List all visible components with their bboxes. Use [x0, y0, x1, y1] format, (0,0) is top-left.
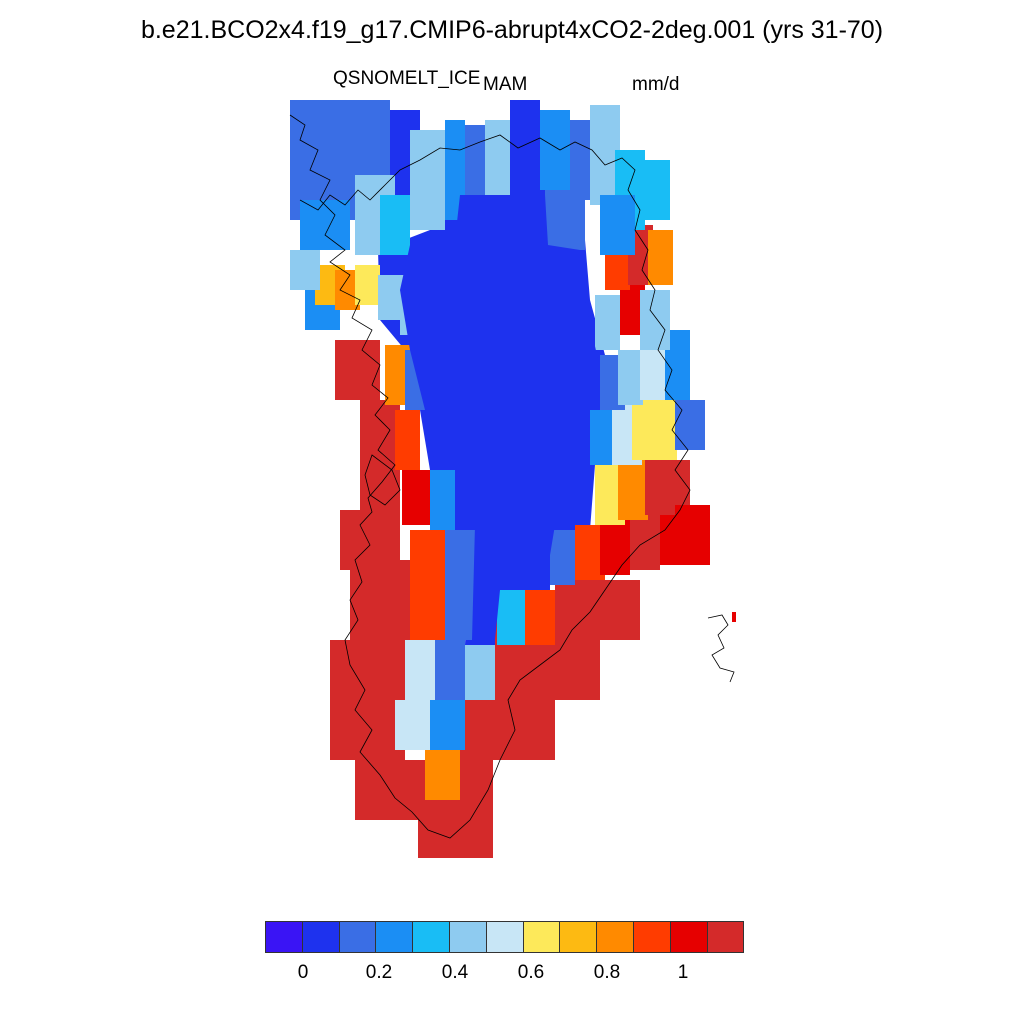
grid-cell	[732, 612, 736, 622]
grid-cell	[600, 195, 635, 255]
colorbar-box	[706, 921, 745, 953]
coastline	[289, 114, 735, 839]
grid-cell	[595, 295, 620, 350]
map-cells	[290, 100, 736, 858]
grid-cell	[545, 190, 585, 250]
grid-cell	[380, 195, 410, 255]
grid-cell	[300, 200, 350, 250]
season-label: MAM	[483, 74, 528, 95]
grid-cell	[497, 590, 525, 645]
grid-cell	[335, 340, 380, 400]
colorbar-box	[559, 921, 598, 953]
colorbar-tick-label: 0.8	[593, 962, 621, 983]
grid-cell	[350, 560, 410, 640]
grid-cell	[430, 470, 455, 530]
grid-cell	[330, 640, 405, 700]
colorbar-box	[632, 921, 671, 953]
grid-cell	[395, 700, 430, 750]
grid-cell	[618, 460, 648, 520]
colorbar-box	[375, 921, 414, 953]
grid-cell	[465, 125, 485, 195]
grid-cell	[355, 265, 380, 305]
colorbar-box	[596, 921, 634, 953]
colorbar-tick-label: 0.2	[365, 962, 393, 983]
grid-cell	[425, 750, 460, 800]
grid-cell	[465, 645, 495, 700]
grid-cell	[445, 530, 475, 640]
grid-cell	[290, 250, 320, 290]
grid-cell	[410, 530, 450, 640]
grid-cell	[618, 350, 643, 405]
grid-cell	[405, 640, 435, 700]
grid-cell	[645, 160, 670, 220]
colorbar-box	[338, 921, 377, 953]
colorbar-tick-label: 0.6	[517, 962, 545, 983]
colorbar-tick-label: 0.4	[441, 962, 469, 983]
variable-label: QSNOMELT_ICE	[333, 68, 481, 89]
grid-cell	[402, 470, 430, 525]
colorbar-box	[485, 921, 524, 953]
colorbar-tick-label: 1	[677, 962, 689, 983]
grid-cell	[395, 410, 420, 470]
colorbar-box	[265, 921, 303, 953]
grid-cell	[530, 640, 600, 700]
ice-interior-core	[400, 195, 598, 640]
grid-cell	[648, 230, 673, 285]
grid-cell	[360, 400, 400, 510]
grid-cell	[525, 590, 555, 645]
plot-title: b.e21.BCO2x4.f19_g17.CMIP6-abrupt4xCO2-2…	[140, 16, 884, 44]
grid-cell	[340, 510, 400, 570]
grid-cell	[435, 640, 465, 700]
colorbar-box	[301, 921, 340, 953]
colorbar-box	[522, 921, 561, 953]
colorbar-box	[448, 921, 487, 953]
grid-cell	[600, 520, 630, 575]
grid-cell	[430, 700, 465, 750]
colorbar-box	[669, 921, 708, 953]
grid-cell	[632, 395, 677, 460]
colorbar-box	[412, 921, 450, 953]
grid-cell	[645, 455, 675, 515]
colorbar	[265, 921, 745, 953]
grid-cell	[410, 130, 445, 230]
grid-cell	[675, 400, 705, 450]
grid-cell	[540, 110, 570, 190]
grid-cell	[550, 530, 575, 585]
colorbar-tick-label: 0	[297, 962, 309, 983]
grid-cell	[485, 120, 510, 200]
grid-cell	[585, 590, 640, 630]
units-label: mm/d	[632, 74, 680, 95]
grid-cell	[640, 290, 670, 350]
grid-cell	[330, 700, 405, 760]
